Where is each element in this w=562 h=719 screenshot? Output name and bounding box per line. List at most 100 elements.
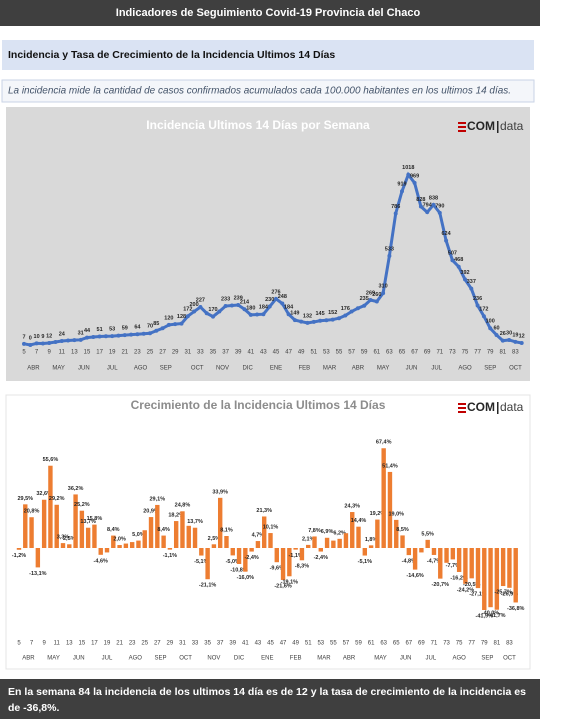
x-tick-label: 53 [317,641,324,647]
data-label: 60 [493,325,499,331]
x-tick-label: 39 [229,641,236,647]
data-label: 70 [147,324,153,330]
data-label: 64 [134,325,141,331]
chart-title: Incidencia Ultimos 14 Días por Semana [146,118,370,132]
month-label: ABR [27,366,40,372]
logo-suffix: data [500,400,524,414]
bar [306,544,311,548]
point [59,338,64,343]
point [481,314,486,319]
data-label: 51,4% [382,463,398,469]
data-label: 13,7% [80,519,96,525]
x-tick-label: 55 [330,641,337,647]
bar [54,504,59,548]
data-label: 19,0% [388,511,404,517]
point [299,319,304,324]
point [292,318,297,323]
point [343,313,348,318]
point [40,341,45,346]
bar [255,541,261,548]
data-label: -10,8% [230,567,248,573]
month-label: SEP [484,366,496,372]
data-label: 239 [234,295,243,301]
data-label: 227 [196,297,205,303]
bar [173,521,179,548]
x-tick-label: 13 [71,350,78,356]
data-label: 5,5% [421,531,434,537]
data-label: 172 [479,307,488,313]
bar [79,510,85,548]
bar [155,504,160,548]
x-tick-label: 11 [54,641,61,647]
description-box [1,79,535,103]
bar [268,533,273,548]
point [507,337,512,342]
data-label: 59 [122,326,128,332]
x-tick-label: 77 [468,641,475,647]
bar [438,548,443,579]
bar [431,548,437,555]
point [129,332,134,337]
x-tick-label: 49 [298,350,305,356]
data-label: -24,2% [457,587,475,593]
logo-mark [458,130,466,132]
bar [475,548,481,589]
data-label: 13,7% [187,519,203,525]
x-tick-label: 83 [512,350,519,356]
data-label: 235 [360,296,369,302]
data-label: 172 [183,307,192,313]
data-label: 276 [271,289,280,295]
x-tick-label: 37 [217,641,224,647]
x-tick-label: 35 [210,350,217,356]
logo-mark [458,407,466,409]
data-label: 828 [416,197,425,203]
data-label: 25,2% [74,502,90,508]
data-label: -26,9% [501,591,519,597]
data-label: -5,1% [194,559,208,565]
chart-title: Crecimiento de la Incidencia Ultimos 14 … [131,398,386,412]
point [91,334,96,339]
point [267,304,272,309]
data-label: -1,1% [163,553,177,559]
data-label: 919 [397,182,406,188]
point [166,322,171,327]
month-label: FEB [299,366,311,372]
bar [249,548,254,552]
x-tick-label: 15 [79,641,86,647]
data-label: 36,2% [68,486,84,492]
bar [469,548,474,579]
data-label: 128 [177,314,186,320]
month-label: AGO [452,656,466,662]
bar [85,527,91,548]
data-label: 31 [78,330,84,336]
data-label: -20,7% [432,582,450,588]
header-title: Indicadores de Seguimiento Covid-19 Prov… [116,7,421,19]
data-label: -2,4% [314,555,328,561]
point [374,299,379,304]
x-tick-label: 29 [167,641,174,647]
footer-text: En la semana 84 la incidencia de los ult… [8,686,526,698]
data-label: 392 [460,270,469,276]
data-label: 180 [246,305,255,311]
data-label: 26 [500,331,506,337]
bar [482,548,487,611]
logo-mark [458,411,466,413]
x-tick-label: 51 [305,641,312,647]
month-label: JUN [73,656,85,662]
data-label: 8,1% [220,527,233,533]
x-tick-label: 71 [431,641,438,647]
data-label: 214 [240,300,250,306]
footer-text: de -36,8%. [8,702,59,714]
bar [180,511,185,548]
month-label: MAR [317,656,331,662]
data-label: 3,3% [57,535,70,541]
data-label: 269 [366,290,375,296]
point [519,340,524,345]
data-label: -2,4% [244,555,258,561]
data-label: 18,2% [168,513,184,519]
data-label: 44 [84,328,91,334]
data-label: -20,5% [463,582,481,588]
data-label: 2,1% [302,536,315,542]
data-label: 260 [372,292,381,298]
